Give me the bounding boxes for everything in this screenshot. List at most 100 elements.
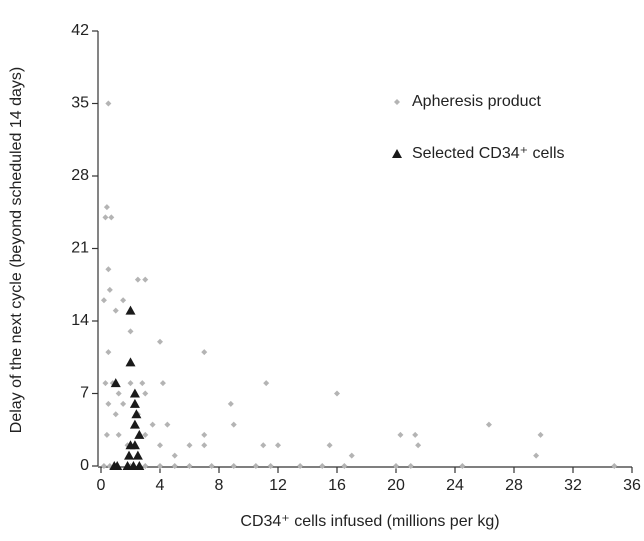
point [326,442,333,449]
x-axis-label: CD34⁺ cells infused (millions per kg) [240,513,499,530]
point [459,463,466,469]
point [131,409,142,419]
point [201,442,208,449]
y-tick-label: 28 [71,167,89,184]
legend-label: Selected CD34⁺ cells [412,145,565,162]
x-tick-label: 0 [97,477,106,494]
point [415,442,422,449]
point [127,328,134,335]
x-tick-label: 28 [505,477,523,494]
point [533,452,540,459]
x-tick-label: 20 [387,477,405,494]
y-tick-label: 35 [71,95,89,112]
legend-marker [394,99,400,105]
point [103,431,110,438]
x-tick-label: 4 [156,477,165,494]
point [105,266,112,273]
point [112,307,119,314]
point [611,463,618,469]
x-tick-label: 12 [269,477,287,494]
legend-marker [392,149,402,158]
point [412,431,419,438]
point [103,204,110,211]
point [171,452,178,459]
y-axis-label: Delay of the next cycle (beyond schedule… [8,67,25,433]
point [106,286,113,293]
legend-label: Apheresis product [412,93,542,110]
x-tick-label: 8 [215,477,224,494]
point [105,400,112,407]
x-tick-label: 24 [446,477,464,494]
point [125,305,136,315]
point [319,463,326,469]
point [102,214,109,221]
point [348,452,355,459]
point [102,380,109,387]
y-tick-label: 21 [71,240,89,257]
point [149,421,156,428]
point [297,463,304,469]
point [129,419,140,429]
point [115,431,122,438]
point [100,297,107,304]
point [132,450,143,460]
point [208,463,215,469]
point [108,214,115,221]
point [201,431,208,438]
point [227,400,234,407]
point [397,431,404,438]
point [252,463,259,469]
point [537,431,544,438]
point [171,463,178,469]
point [142,390,149,397]
point [127,380,134,387]
point [120,400,127,407]
point [275,442,281,449]
y-tick-label: 14 [71,312,89,329]
point [267,463,274,469]
point [129,398,140,408]
y-tick-label: 42 [71,22,89,39]
point [120,297,127,304]
point [134,461,145,470]
point [125,440,136,450]
point [263,380,270,387]
point [201,349,208,356]
point [157,442,163,449]
x-tick-label: 16 [328,477,346,494]
point [129,388,140,398]
point [407,463,414,469]
point [159,380,166,387]
point [125,357,136,367]
point [142,431,149,438]
point [105,349,112,356]
point [334,390,340,397]
y-tick-label: 0 [80,457,89,474]
point [393,463,399,469]
point [110,378,121,388]
point [260,442,267,449]
point [134,276,141,283]
point [485,421,492,428]
point [341,463,348,469]
point [157,463,163,469]
point [139,380,146,387]
point [186,463,193,469]
point [124,450,135,460]
point [164,421,171,428]
x-tick-label: 36 [623,477,641,494]
point [230,421,237,428]
point [115,390,122,397]
point [157,338,163,345]
point [142,463,149,469]
point [100,463,107,469]
point [112,411,119,418]
point [230,463,237,469]
point [112,461,123,470]
x-tick-label: 32 [564,477,582,494]
point [186,442,193,449]
point [134,429,145,439]
point [142,276,149,283]
